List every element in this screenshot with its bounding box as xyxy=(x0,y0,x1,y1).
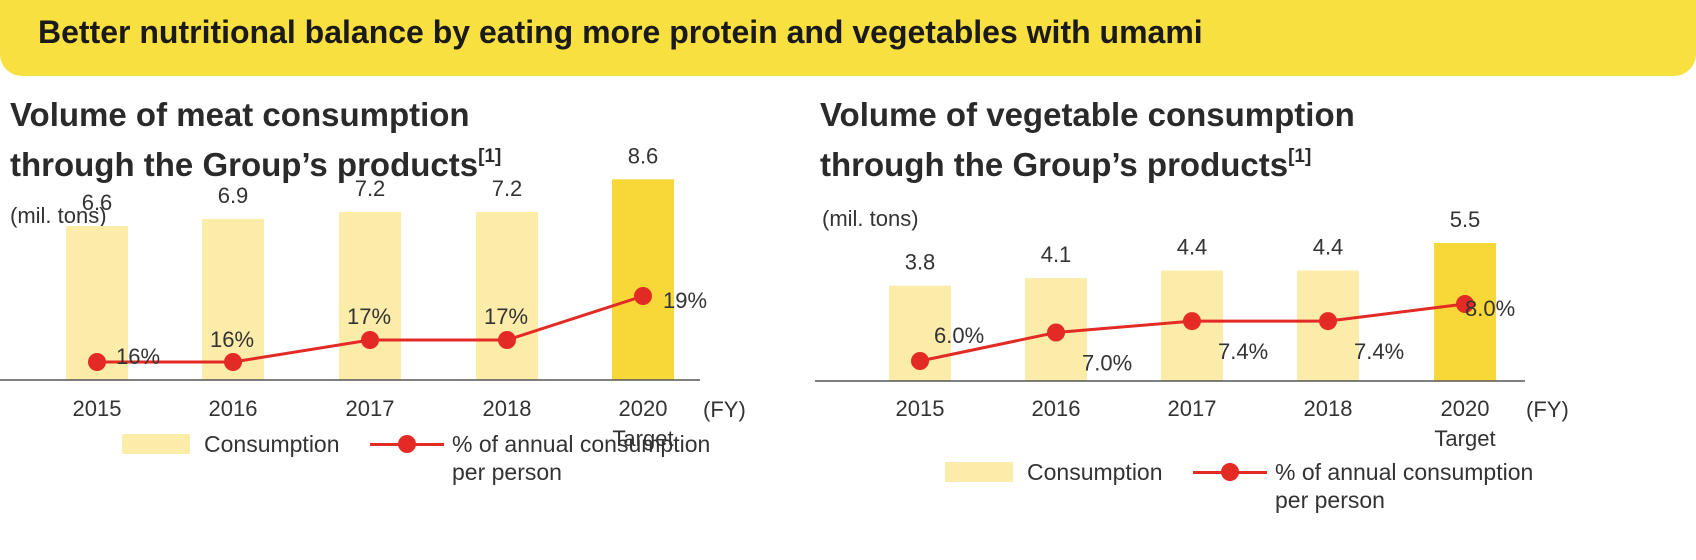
vegetable-x-tick-label: 2017 xyxy=(1168,396,1217,421)
meat-title-footnote: [1] xyxy=(478,146,502,167)
meat-x-tick-label: 2020 xyxy=(619,396,668,421)
meat-bar-value-label: 6.9 xyxy=(218,183,249,208)
legend-percent-label-2: per person xyxy=(452,459,562,485)
legend-percent-label-2: per person xyxy=(1275,487,1385,513)
meat-bar-2020 xyxy=(612,179,674,380)
vegetable-title-footnote: [1] xyxy=(1288,146,1312,167)
vegetable-bar-value-label: 4.1 xyxy=(1041,242,1072,267)
vegetable-percent-point-2016 xyxy=(1047,323,1065,342)
meat-chart-title: Volume of meat consumption through the G… xyxy=(10,90,501,190)
meat-percent-label: 16% xyxy=(116,344,160,369)
meat-x-tick-label: 2018 xyxy=(483,396,532,421)
legend-consumption-swatch xyxy=(945,462,1013,482)
vegetable-bar-value-label: 4.4 xyxy=(1177,235,1208,260)
vegetable-percent-label: 6.0% xyxy=(934,323,984,348)
vegetable-percent-point-2018 xyxy=(1319,312,1337,331)
legend-percent-label-1: % of annual consumption xyxy=(452,431,711,457)
legend-line-dot xyxy=(398,435,416,453)
meat-x-tick-label: 2015 xyxy=(73,396,122,421)
vegetable-x-tick-label: 2020 xyxy=(1441,396,1490,421)
legend-percent-label-1: % of annual consumption xyxy=(1275,459,1534,485)
meat-percent-point-2016 xyxy=(224,353,242,371)
vegetable-x-tick-label: 2018 xyxy=(1304,396,1353,421)
vegetable-percent-label: 7.4% xyxy=(1354,339,1404,364)
vegetable-title-line1: Volume of vegetable consumption xyxy=(820,96,1355,133)
vegetable-x-tick-label: 2015 xyxy=(896,396,945,421)
vegetable-chart-title: Volume of vegetable consumption through … xyxy=(820,90,1355,190)
meat-percent-label: 17% xyxy=(484,304,528,329)
meat-unit-label: (mil. tons) xyxy=(10,203,107,228)
legend-consumption-label: Consumption xyxy=(1027,459,1163,485)
vegetable-percent-point-2020 xyxy=(1456,295,1474,313)
meat-x-tick-label: 2016 xyxy=(209,396,258,421)
meat-percent-point-2017 xyxy=(361,331,379,349)
vegetable-bar-value-label: 5.5 xyxy=(1450,207,1481,232)
meat-percent-label: 16% xyxy=(210,327,254,352)
meat-percent-point-2020 xyxy=(634,287,652,305)
legend-consumption-swatch xyxy=(122,434,190,454)
meat-x-tick-label: 2017 xyxy=(346,396,395,421)
vegetable-percent-point-2015 xyxy=(911,352,929,370)
meat-percent-point-2015 xyxy=(88,353,106,371)
legend-consumption-label: Consumption xyxy=(204,431,340,457)
banner-title: Better nutritional balance by eating mor… xyxy=(38,14,1203,50)
meat-percent-label: 17% xyxy=(347,304,391,329)
meat-percent-label: 19% xyxy=(663,288,707,313)
vegetable-fy-label: (FY) xyxy=(1526,397,1569,422)
meat-bar-value-label: 8.6 xyxy=(628,143,659,168)
vegetable-x-tick-label: 2016 xyxy=(1032,396,1081,421)
vegetable-bar-value-label: 4.4 xyxy=(1313,235,1344,260)
meat-x-tick-sublabel: Target xyxy=(612,426,673,451)
meat-bar-value-label: 7.2 xyxy=(355,176,386,201)
vegetable-percent-label: 7.0% xyxy=(1082,351,1132,376)
vegetable-percent-label: 7.4% xyxy=(1218,339,1268,364)
vegetable-percent-label: 8.0% xyxy=(1465,296,1515,321)
meat-bar-value-label: 7.2 xyxy=(492,176,523,201)
legend-line-dot xyxy=(1221,463,1239,481)
header-banner: Better nutritional balance by eating mor… xyxy=(0,0,1696,76)
meat-bar-value-label: 6.6 xyxy=(82,190,113,215)
vegetable-bar-value-label: 3.8 xyxy=(905,250,936,275)
meat-fy-label: (FY) xyxy=(703,397,746,422)
vegetable-title-line2: through the Group’s products xyxy=(820,146,1289,183)
vegetable-unit-label: (mil. tons) xyxy=(822,206,919,231)
meat-percent-point-2018 xyxy=(498,331,516,349)
meat-bar-2017 xyxy=(339,212,401,380)
vegetable-percent-point-2017 xyxy=(1183,312,1201,331)
meat-bar-2018 xyxy=(476,212,538,380)
vegetable-x-tick-sublabel: Target xyxy=(1434,426,1495,451)
meat-title-line1: Volume of meat consumption xyxy=(10,96,470,133)
meat-title-line2: through the Group’s products xyxy=(10,146,479,183)
